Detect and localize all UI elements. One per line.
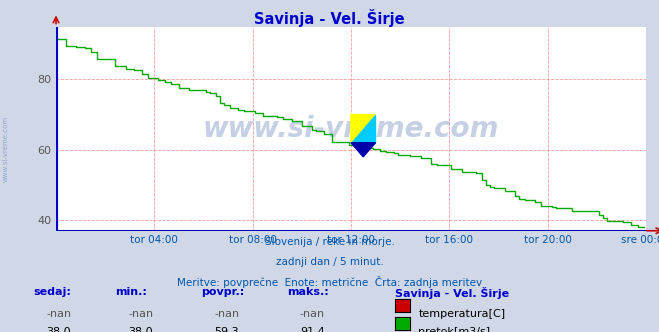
Text: Savinja - Vel. Širje: Savinja - Vel. Širje	[254, 9, 405, 27]
Text: sedaj:: sedaj:	[33, 287, 71, 297]
Text: temperatura[C]: temperatura[C]	[418, 309, 505, 319]
Text: pretok[m3/s]: pretok[m3/s]	[418, 327, 490, 332]
Text: -nan: -nan	[214, 309, 239, 319]
Text: zadnji dan / 5 minut.: zadnji dan / 5 minut.	[275, 257, 384, 267]
Text: -nan: -nan	[300, 309, 325, 319]
Text: Slovenija / reke in morje.: Slovenija / reke in morje.	[264, 237, 395, 247]
Polygon shape	[351, 115, 376, 143]
Text: 59,3: 59,3	[214, 327, 239, 332]
Text: 91,4: 91,4	[300, 327, 325, 332]
Text: -nan: -nan	[46, 309, 71, 319]
Polygon shape	[351, 143, 376, 157]
Text: maks.:: maks.:	[287, 287, 328, 297]
Text: -nan: -nan	[129, 309, 154, 319]
Text: povpr.:: povpr.:	[201, 287, 244, 297]
Text: 38,0: 38,0	[129, 327, 153, 332]
Text: min.:: min.:	[115, 287, 147, 297]
Text: Savinja - Vel. Širje: Savinja - Vel. Širje	[395, 287, 509, 299]
Text: www.si-vreme.com: www.si-vreme.com	[203, 115, 499, 143]
Polygon shape	[351, 115, 376, 143]
Text: 38,0: 38,0	[46, 327, 71, 332]
Text: www.si-vreme.com: www.si-vreme.com	[2, 116, 9, 183]
Text: Meritve: povprečne  Enote: metrične  Črta: zadnja meritev: Meritve: povprečne Enote: metrične Črta:…	[177, 276, 482, 288]
